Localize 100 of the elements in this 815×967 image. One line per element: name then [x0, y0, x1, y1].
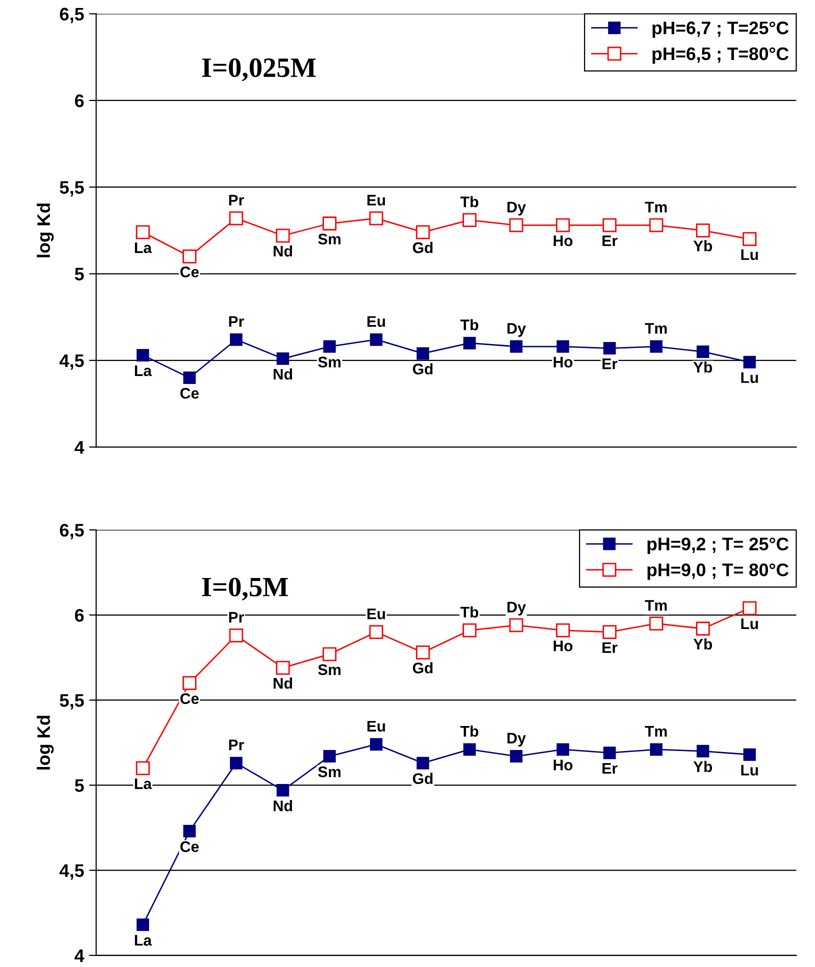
point	[603, 342, 616, 355]
category-label: Tb	[460, 606, 478, 618]
category-label: Lu	[741, 618, 758, 630]
category-label: Gd	[412, 363, 432, 374]
point	[509, 618, 524, 632]
y-tick-label: 4	[74, 950, 84, 962]
category-label: La	[134, 242, 152, 254]
category-label: Ce	[180, 388, 199, 399]
y-axis-title: log Kd	[36, 716, 54, 770]
point	[696, 622, 710, 636]
y-tick-label: 6	[74, 608, 84, 622]
point	[230, 333, 242, 346]
point	[229, 628, 244, 642]
point	[650, 340, 662, 353]
point	[510, 750, 522, 763]
point	[136, 918, 150, 932]
category-label: Nd	[274, 800, 292, 812]
category-label: Tb	[460, 319, 478, 330]
category-label: Pr	[229, 612, 244, 623]
point	[416, 347, 430, 360]
category-label: Sm	[318, 766, 340, 778]
point	[322, 216, 336, 230]
category-label: La	[134, 778, 152, 790]
category-label: Ho	[554, 236, 572, 246]
category-label: Lu	[741, 764, 758, 776]
point	[416, 225, 430, 240]
legend-label: pH=6,5 ; T=80°C	[652, 47, 789, 64]
category-label: Yb	[693, 361, 712, 373]
point	[370, 738, 382, 751]
legend-label: pH=9,0 ; T= 80°C	[648, 563, 789, 580]
category-label: Ho	[554, 640, 572, 652]
category-label: Gd	[412, 772, 432, 784]
category-label: Pr	[229, 740, 244, 750]
point	[556, 623, 570, 638]
point	[182, 676, 196, 690]
point	[369, 211, 384, 226]
category-label: Eu	[367, 608, 385, 620]
point	[743, 748, 756, 761]
category-label: Er	[602, 763, 618, 774]
point	[510, 340, 522, 353]
point	[230, 756, 242, 770]
category-label: Eu	[367, 194, 385, 206]
point	[696, 345, 710, 358]
point	[323, 340, 336, 353]
point	[743, 356, 756, 368]
point	[369, 625, 384, 639]
point	[556, 218, 570, 232]
category-label: Pr	[229, 316, 244, 327]
point	[649, 616, 664, 630]
y-tick-label: 5,5	[60, 181, 84, 196]
category-label: Sm	[318, 664, 340, 676]
point	[649, 218, 664, 232]
y-tick-label: 5	[74, 779, 84, 792]
category-label: Nd	[274, 368, 292, 380]
y-tick-label: 4,5	[60, 864, 84, 880]
category-label: Dy	[507, 732, 526, 747]
point	[322, 647, 336, 662]
category-label: Tm	[644, 726, 667, 737]
category-label: Sm	[318, 356, 340, 368]
point	[602, 625, 617, 639]
point	[276, 784, 290, 797]
point	[136, 761, 150, 776]
point	[136, 348, 150, 362]
point	[276, 352, 290, 365]
category-label: Yb	[693, 240, 712, 252]
category-label: Tb	[460, 196, 478, 208]
category-label: Dy	[507, 602, 526, 616]
legend-label: pH=9,2 ; T= 25°C	[648, 538, 789, 554]
point	[229, 211, 244, 226]
category-label: Ho	[554, 356, 572, 368]
y-tick-label: 6,5	[60, 524, 84, 540]
y-tick-label: 5	[74, 268, 84, 280]
y-tick-label: 5,5	[60, 694, 84, 710]
category-label: Yb	[693, 760, 712, 772]
category-label: Er	[602, 236, 618, 246]
category-label: Er	[602, 642, 618, 653]
category-label: Dy	[507, 323, 526, 337]
point	[696, 223, 710, 238]
category-label: La	[134, 935, 152, 946]
category-label: Nd	[274, 245, 292, 257]
category-label: Lu	[741, 372, 758, 384]
point	[602, 218, 617, 232]
point	[603, 746, 616, 760]
y-tick-label: 4	[74, 441, 84, 454]
category-label: Er	[602, 358, 618, 370]
category-label: Ce	[180, 841, 199, 852]
category-label: La	[134, 365, 152, 376]
point	[462, 623, 476, 638]
annotation: I=0,025M	[202, 58, 316, 82]
y-tick-label: 6	[74, 94, 84, 108]
category-label: Tm	[644, 323, 667, 334]
point	[183, 824, 196, 838]
category-label: Ce	[180, 693, 199, 704]
category-label: Yb	[693, 638, 712, 650]
category-label: Tb	[460, 726, 478, 737]
point	[182, 249, 196, 264]
category-label: Tm	[644, 600, 667, 611]
category-label: Eu	[367, 720, 385, 732]
category-label: Ho	[554, 760, 572, 770]
category-label: Gd	[412, 242, 432, 254]
